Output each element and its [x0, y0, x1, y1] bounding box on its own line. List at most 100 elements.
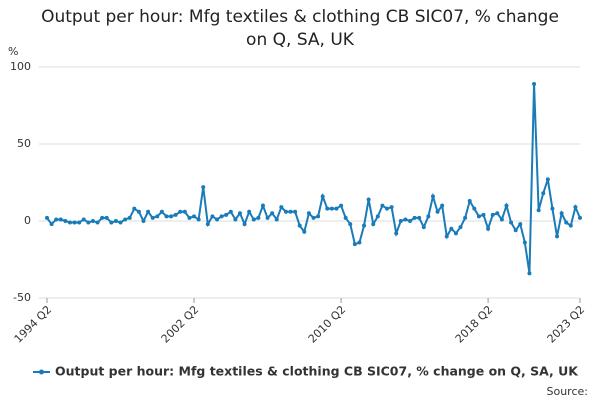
point	[95, 220, 100, 225]
point	[205, 222, 210, 227]
point	[256, 215, 261, 220]
point	[67, 220, 72, 225]
point	[316, 214, 321, 219]
point	[504, 203, 509, 208]
point	[403, 217, 408, 222]
point	[550, 206, 555, 211]
point	[435, 209, 440, 214]
point	[555, 234, 560, 239]
point	[293, 209, 298, 214]
point	[440, 203, 445, 208]
point	[49, 222, 54, 227]
y-tick-label: 50	[17, 137, 31, 150]
point	[541, 191, 546, 196]
point	[444, 234, 449, 239]
point	[104, 215, 109, 220]
legend-marker	[39, 369, 44, 375]
point	[283, 209, 288, 214]
point	[417, 215, 422, 220]
point	[173, 212, 178, 217]
chart-title: Output per hour: Mfg textiles & clothing…	[41, 7, 559, 50]
point	[568, 223, 573, 228]
point	[357, 240, 362, 245]
point	[509, 220, 514, 225]
point	[375, 214, 380, 219]
point	[192, 214, 197, 219]
x-tick-label: 1994 Q2	[12, 303, 55, 346]
point	[389, 205, 394, 210]
point	[187, 215, 192, 220]
point	[201, 185, 206, 190]
point	[90, 219, 95, 223]
point	[219, 214, 224, 219]
point	[476, 214, 481, 219]
point	[169, 214, 174, 219]
point	[564, 220, 569, 225]
source: Source:	[547, 385, 589, 398]
y-tick-label: -50	[13, 291, 31, 304]
point	[453, 231, 458, 236]
point	[325, 206, 330, 211]
line	[46, 83, 581, 274]
point	[578, 215, 582, 220]
point	[513, 228, 518, 233]
point	[458, 225, 463, 230]
point	[463, 215, 468, 220]
point	[118, 220, 123, 225]
point	[499, 217, 504, 222]
point	[518, 222, 523, 227]
point	[412, 215, 417, 220]
point	[247, 209, 252, 214]
point	[288, 209, 293, 214]
point	[45, 215, 49, 220]
point	[81, 217, 86, 222]
point	[306, 211, 311, 216]
point	[467, 198, 472, 203]
point	[72, 220, 77, 225]
point	[302, 229, 307, 234]
y-axis-label: %	[8, 45, 18, 58]
point	[380, 203, 385, 208]
point	[58, 217, 63, 222]
point	[251, 217, 256, 222]
point	[178, 209, 183, 214]
point	[532, 81, 537, 86]
point	[159, 209, 164, 214]
y-tick-label: 100	[10, 60, 31, 73]
point	[334, 206, 339, 211]
x-tick-label: 2023 Q2	[545, 303, 588, 346]
point	[215, 217, 220, 222]
x-tick-label: 2010 Q2	[306, 303, 349, 346]
point	[274, 217, 279, 222]
point	[352, 242, 357, 247]
point	[366, 197, 371, 202]
point	[242, 222, 247, 227]
x-tick-label: 2002 Q2	[159, 303, 202, 346]
point	[495, 211, 500, 216]
point	[559, 211, 564, 216]
point	[127, 215, 132, 220]
point	[196, 217, 201, 222]
point	[348, 222, 353, 227]
point	[77, 220, 82, 225]
legend-label: Output per hour: Mfg textiles & clothing…	[55, 364, 579, 379]
point	[228, 209, 233, 214]
point	[164, 214, 169, 219]
point	[371, 222, 376, 227]
point	[182, 209, 187, 214]
x-tick-label: 2018 Q2	[453, 303, 496, 346]
point	[146, 209, 151, 214]
point	[362, 223, 367, 228]
point	[224, 212, 229, 217]
point	[311, 215, 316, 220]
point	[339, 203, 344, 208]
point	[573, 205, 578, 210]
point	[421, 225, 426, 230]
point	[54, 217, 59, 222]
point	[398, 219, 403, 223]
point	[297, 223, 302, 228]
point	[472, 206, 477, 211]
point	[490, 212, 495, 217]
point	[343, 215, 348, 220]
